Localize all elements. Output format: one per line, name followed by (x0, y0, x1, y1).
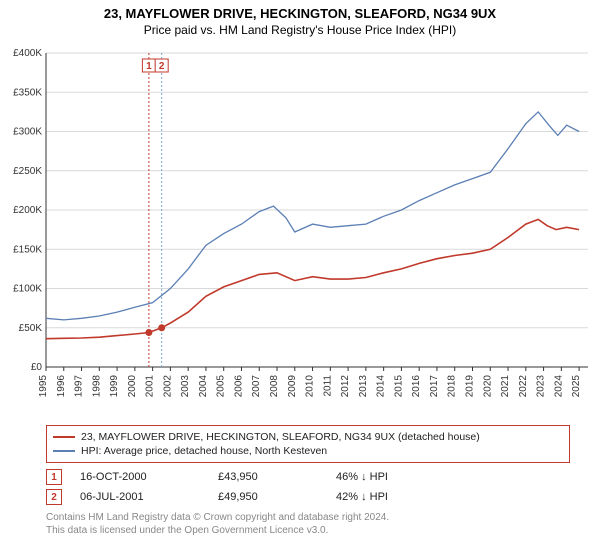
y-tick-label: £0 (31, 362, 43, 373)
transaction-pct: 42% ↓ HPI (336, 491, 456, 503)
x-tick-label: 2012 (340, 375, 351, 398)
x-tick-label: 2004 (198, 375, 209, 398)
x-tick-label: 2015 (393, 375, 404, 398)
x-tick-label: 2005 (216, 375, 227, 398)
footnote-line: Contains HM Land Registry data © Crown c… (46, 511, 570, 524)
x-tick-label: 2006 (233, 375, 244, 398)
transaction-date: 16-OCT-2000 (80, 471, 200, 483)
x-tick-label: 2020 (482, 375, 493, 398)
x-tick-label: 2009 (287, 375, 298, 398)
transaction-row: 2 06-JUL-2001 £49,950 42% ↓ HPI (46, 487, 570, 507)
x-tick-label: 2024 (553, 375, 564, 398)
legend-label: HPI: Average price, detached house, Nort… (81, 445, 327, 457)
transaction-marker-label: 1 (146, 61, 152, 72)
x-tick-label: 2025 (571, 375, 582, 398)
transaction-marker-label: 2 (159, 61, 165, 72)
transactions-table: 1 16-OCT-2000 £43,950 46% ↓ HPI 2 06-JUL-2001… (46, 467, 570, 507)
x-tick-label: 2019 (464, 375, 475, 398)
transaction-row: 1 16-OCT-2000 £43,950 46% ↓ HPI (46, 467, 570, 487)
x-tick-label: 2003 (180, 375, 191, 398)
chart-title: 23, MAYFLOWER DRIVE, HECKINGTON, SLEAFOR… (0, 0, 600, 21)
chart-subtitle: Price paid vs. HM Land Registry's House … (0, 21, 600, 41)
transaction-price: £43,950 (218, 471, 318, 483)
transaction-marker: 1 (46, 469, 62, 485)
transaction-point (145, 329, 152, 336)
y-tick-label: £350K (13, 87, 42, 98)
legend: 23, MAYFLOWER DRIVE, HECKINGTON, SLEAFOR… (46, 425, 570, 463)
x-tick-label: 2023 (536, 375, 547, 398)
transaction-date: 06-JUL-2001 (80, 491, 200, 503)
y-tick-label: £200K (13, 205, 42, 216)
x-tick-label: 2001 (145, 375, 156, 398)
x-tick-label: 2000 (127, 375, 138, 398)
x-tick-label: 2013 (358, 375, 369, 398)
x-tick-label: 1996 (56, 375, 67, 398)
x-tick-label: 1995 (38, 375, 49, 398)
x-tick-label: 2022 (518, 375, 529, 398)
transaction-point (158, 324, 165, 331)
x-tick-label: 2010 (305, 375, 316, 398)
legend-swatch (53, 436, 75, 438)
y-tick-label: £300K (13, 127, 42, 138)
y-tick-label: £400K (13, 48, 42, 59)
y-tick-label: £50K (19, 323, 43, 334)
transaction-marker: 2 (46, 489, 62, 505)
footnote: Contains HM Land Registry data © Crown c… (46, 511, 570, 537)
y-tick-label: £150K (13, 244, 42, 255)
x-tick-label: 2007 (251, 375, 262, 398)
x-tick-label: 2011 (322, 375, 333, 397)
x-tick-label: 1997 (74, 375, 85, 398)
chart-container: 23, MAYFLOWER DRIVE, HECKINGTON, SLEAFOR… (0, 0, 600, 560)
x-tick-label: 1999 (109, 375, 120, 398)
y-tick-label: £250K (13, 166, 42, 177)
legend-label: 23, MAYFLOWER DRIVE, HECKINGTON, SLEAFOR… (81, 431, 480, 443)
x-tick-label: 2002 (162, 375, 173, 398)
legend-item: HPI: Average price, detached house, Nort… (53, 444, 563, 458)
x-tick-label: 2021 (500, 375, 511, 398)
x-tick-label: 1998 (91, 375, 102, 398)
legend-swatch (53, 450, 75, 452)
y-tick-label: £100K (13, 284, 42, 295)
x-tick-label: 2018 (447, 375, 458, 398)
line-chart: £0 £50K £100K £150K £200K £250K £300K £350K £400… (0, 41, 600, 421)
x-tick-label: 2016 (411, 375, 422, 398)
transaction-pct: 46% ↓ HPI (336, 471, 456, 483)
footnote-line: This data is licensed under the Open Gov… (46, 524, 570, 537)
x-tick-label: 2017 (429, 375, 440, 398)
x-tick-label: 2008 (269, 375, 280, 398)
transaction-price: £49,950 (218, 491, 318, 503)
chart-area: £0 £50K £100K £150K £200K £250K £300K £350K £400… (0, 41, 600, 421)
legend-item: 23, MAYFLOWER DRIVE, HECKINGTON, SLEAFOR… (53, 430, 563, 444)
x-tick-label: 2014 (376, 375, 387, 398)
